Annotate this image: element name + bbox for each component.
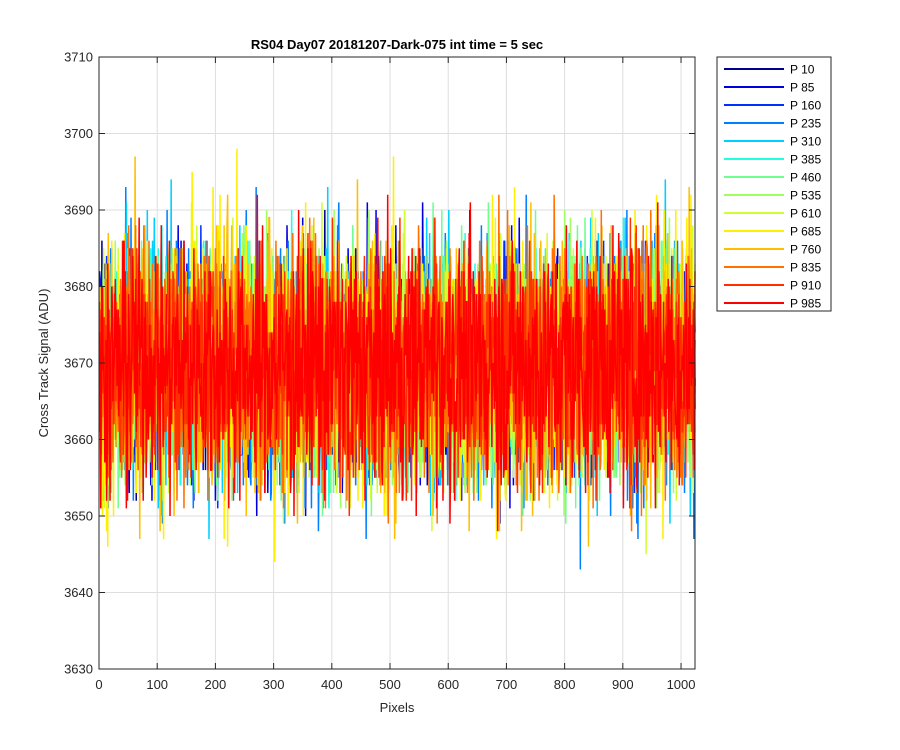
legend-label: P 310: [790, 135, 821, 149]
x-tick-label: 400: [321, 677, 343, 692]
x-tick-label: 200: [205, 677, 227, 692]
y-tick-label: 3630: [64, 662, 93, 677]
y-tick-label: 3680: [64, 279, 93, 294]
x-tick-label: 700: [496, 677, 518, 692]
x-tick-label: 500: [379, 677, 401, 692]
x-axis-label: Pixels: [380, 700, 415, 715]
legend-label: P 535: [790, 189, 821, 203]
y-tick-label: 3660: [64, 432, 93, 447]
x-tick-label: 900: [612, 677, 634, 692]
series-line: [98, 194, 696, 532]
y-tick-label: 3700: [64, 126, 93, 141]
legend-label: P 760: [790, 243, 821, 257]
x-tick-label: 0: [95, 677, 102, 692]
legend-label: P 685: [790, 225, 821, 239]
y-tick-label: 3710: [64, 50, 93, 65]
x-tick-label: 1000: [667, 677, 696, 692]
legend-label: P 385: [790, 153, 821, 167]
legend-label: P 835: [790, 261, 821, 275]
legend-label: P 460: [790, 171, 821, 185]
legend-label: P 160: [790, 99, 821, 113]
legend-label: P 910: [790, 279, 821, 293]
plot-series: [98, 148, 696, 570]
axis-ticks: 0 100 200 300 400 500 600 700 800 900 1000 3630 3640…: [64, 50, 695, 693]
legend-label: P 235: [790, 117, 821, 131]
legend-label: P 85: [790, 81, 815, 95]
legend-label: P 10: [790, 63, 815, 77]
chart-legend: P 10 P 85 P 160 P 235 P 310 P 385 P 460 P 535 P …: [716, 56, 832, 312]
y-tick-label: 3670: [64, 356, 93, 371]
y-tick-label: 3690: [64, 203, 93, 218]
y-tick-label: 3640: [64, 585, 93, 600]
x-tick-label: 800: [554, 677, 576, 692]
x-tick-label: 100: [146, 677, 168, 692]
legend-box: [716, 56, 832, 312]
legend-items: P 10 P 85 P 160 P 235 P 310 P 385 P 460 P 535 P …: [724, 63, 821, 311]
y-axis-label: Cross Track Signal (ADU): [36, 289, 51, 438]
legend-label: P 610: [790, 207, 821, 221]
legend-label: P 985: [790, 297, 821, 311]
y-tick-label: 3650: [64, 509, 93, 524]
x-tick-label: 300: [263, 677, 285, 692]
x-tick-label: 600: [437, 677, 459, 692]
chart-title: RS04 Day07 20181207-Dark-075 int time = …: [251, 37, 543, 52]
